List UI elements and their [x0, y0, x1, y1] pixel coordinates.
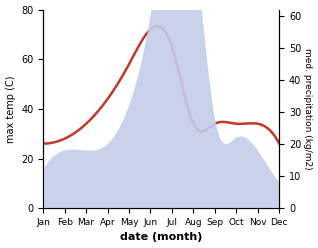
Y-axis label: max temp (C): max temp (C) [5, 75, 16, 143]
Y-axis label: med. precipitation (kg/m2): med. precipitation (kg/m2) [303, 48, 313, 170]
X-axis label: date (month): date (month) [120, 232, 203, 243]
